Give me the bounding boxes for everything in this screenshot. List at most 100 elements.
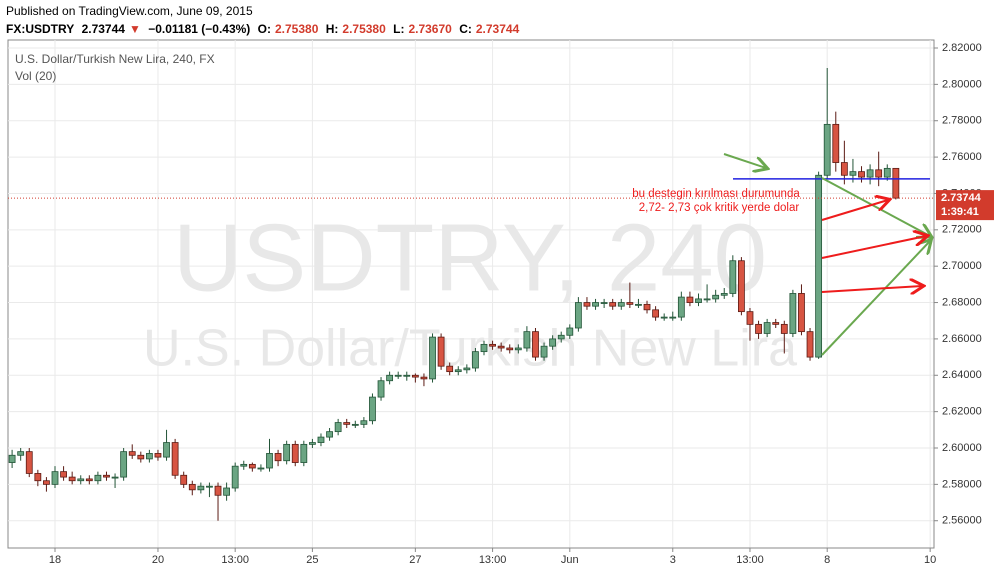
candle-body bbox=[283, 443, 291, 462]
candle-body bbox=[85, 478, 93, 482]
x-tick-label: 20 bbox=[152, 554, 164, 566]
candle-body bbox=[154, 453, 162, 458]
candle-body bbox=[489, 343, 496, 347]
candle-body bbox=[248, 463, 256, 469]
change-arrow: ▼ bbox=[128, 22, 141, 36]
ohlc-value: 2.75380 bbox=[274, 22, 319, 36]
candle-body bbox=[351, 423, 359, 426]
candle-body bbox=[609, 302, 617, 307]
y-tick-label: 2.66000 bbox=[942, 333, 982, 345]
arrow bbox=[821, 241, 930, 356]
arrow bbox=[723, 153, 766, 168]
candle-body bbox=[815, 174, 823, 358]
y-tick-label: 2.60000 bbox=[942, 442, 982, 454]
last-price: 2.73744 bbox=[81, 22, 125, 36]
y-tick-label: 2.56000 bbox=[942, 515, 982, 527]
candle-body bbox=[720, 293, 728, 296]
candle-body bbox=[532, 331, 539, 358]
symbol-legend: FX:USDTRY 2.73744 ▼ −0.01181 (−0.43%) O: 2… bbox=[6, 22, 523, 36]
candle-body bbox=[266, 453, 273, 469]
candle-body bbox=[729, 260, 737, 294]
candle-body bbox=[875, 169, 883, 178]
y-tick-label: 2.64000 bbox=[942, 369, 982, 381]
candle-body bbox=[712, 294, 720, 300]
candle-body bbox=[772, 322, 780, 325]
candle-body bbox=[703, 298, 711, 301]
candle-body bbox=[626, 302, 634, 305]
candle-body bbox=[446, 365, 454, 373]
x-tick-label: 13:00 bbox=[736, 554, 764, 566]
candle-body bbox=[223, 487, 231, 496]
candle-body bbox=[823, 123, 831, 176]
ohlc-key: L: bbox=[393, 22, 405, 36]
candle-body bbox=[25, 451, 33, 474]
candle-body bbox=[300, 443, 308, 463]
candle-body bbox=[600, 302, 608, 304]
candle-body bbox=[480, 343, 488, 353]
candle-body bbox=[832, 123, 840, 163]
candle-body bbox=[197, 485, 205, 491]
candle-body bbox=[68, 476, 76, 482]
candle-body bbox=[17, 451, 25, 456]
candle-body bbox=[360, 420, 368, 425]
candle-body bbox=[128, 451, 136, 456]
published-note: Published on TradingView.com, June 09, 2… bbox=[6, 4, 253, 18]
candle-body bbox=[188, 483, 196, 491]
candle-body bbox=[231, 465, 239, 489]
y-tick-label: 2.68000 bbox=[942, 296, 982, 308]
candle-body bbox=[94, 474, 102, 482]
candle-body bbox=[592, 302, 599, 307]
candle-body bbox=[394, 374, 402, 377]
candle-body bbox=[274, 453, 282, 462]
candle-body bbox=[51, 471, 59, 485]
candle-body bbox=[583, 302, 591, 307]
candle-body bbox=[849, 171, 857, 176]
last-price-label: 2.73744 bbox=[941, 192, 982, 204]
candle-body bbox=[883, 167, 891, 178]
candle-body bbox=[8, 454, 16, 463]
candle-body bbox=[780, 323, 788, 334]
candle-body bbox=[566, 327, 574, 336]
ohlc-key: C: bbox=[459, 22, 472, 36]
candle-body bbox=[377, 380, 385, 398]
y-tick-label: 2.78000 bbox=[942, 115, 982, 127]
x-tick-label: Jun bbox=[561, 554, 579, 566]
candle-body bbox=[472, 351, 479, 369]
ohlc-value: 2.73670 bbox=[408, 22, 452, 36]
y-tick-label: 2.72000 bbox=[942, 224, 982, 236]
candle-body bbox=[463, 367, 471, 371]
x-tick-label: 10 bbox=[924, 554, 936, 566]
candle-body bbox=[858, 171, 865, 178]
ohlc-value: 2.73744 bbox=[475, 22, 520, 36]
candle-body bbox=[574, 302, 582, 329]
candle-body bbox=[137, 454, 145, 460]
candle-body bbox=[77, 478, 85, 482]
y-tick-label: 2.76000 bbox=[942, 151, 982, 163]
candle-body bbox=[669, 316, 677, 319]
candle-body bbox=[60, 471, 67, 478]
candle-body bbox=[497, 345, 505, 349]
candle-body bbox=[240, 463, 248, 467]
chart-title: U.S. Dollar/Turkish New Lira, 240, FX bbox=[15, 52, 215, 66]
ohlc-key: O: bbox=[257, 22, 271, 36]
candle-body bbox=[840, 162, 848, 176]
candle-body bbox=[695, 298, 702, 303]
candle-body bbox=[43, 480, 50, 485]
annotation: bu destegin kırılması durumunda bbox=[632, 188, 800, 200]
candle-body bbox=[635, 303, 642, 306]
watermark: USDTRY, 240 bbox=[173, 204, 767, 311]
header: Published on TradingView.com, June 09, 2… bbox=[0, 0, 996, 40]
candle-body bbox=[326, 431, 333, 438]
candle-body bbox=[798, 293, 805, 333]
candle-body bbox=[429, 336, 436, 380]
y-tick-label: 2.70000 bbox=[942, 260, 982, 272]
candle-body bbox=[763, 322, 771, 334]
symbol: FX:USDTRY bbox=[6, 22, 75, 36]
candle-body bbox=[111, 476, 119, 479]
change: −0.01181 (−0.43%) bbox=[148, 22, 251, 36]
candle-body bbox=[317, 436, 325, 443]
candle-body bbox=[506, 347, 514, 351]
last-price-box bbox=[936, 190, 994, 221]
candle-body bbox=[103, 474, 110, 478]
candle-body bbox=[643, 303, 651, 311]
